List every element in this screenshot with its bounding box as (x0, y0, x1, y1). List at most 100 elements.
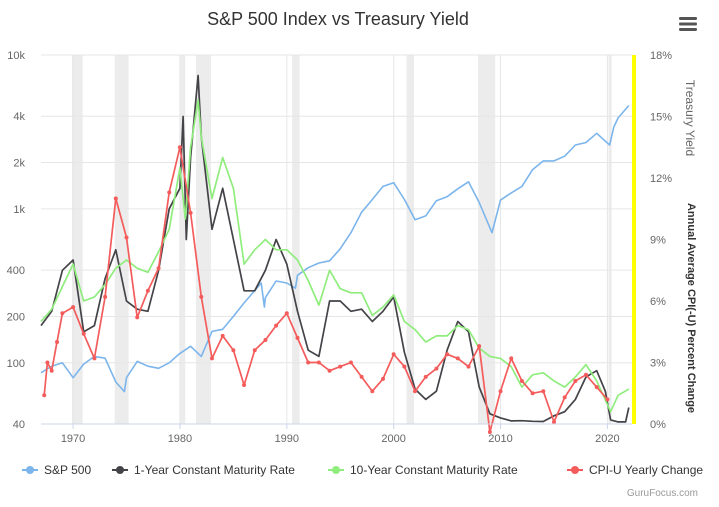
cpi-data-point (519, 378, 524, 383)
right-axis-title: Treasury Yield (683, 80, 697, 156)
legend: S&P 500 1-Year Constant Maturity Rate 10-Y… (22, 463, 703, 477)
cpi-data-point (541, 389, 546, 394)
recession-band (478, 55, 496, 424)
cpi-data-point (477, 344, 482, 349)
cpi-data-point (60, 311, 65, 316)
y-right-tick-label: 6% (650, 296, 666, 308)
recession-band (608, 55, 612, 424)
y-right-tick-label: 18% (650, 50, 672, 62)
cpi-data-point (252, 348, 257, 353)
cpi-data-point (391, 352, 396, 357)
1-year-constant-maturity-rate-line (40, 74, 630, 423)
cpi-data-point (55, 340, 60, 344)
cpi-data-point (413, 389, 418, 394)
legend-marker (26, 466, 34, 474)
menu-icon-bar (679, 17, 697, 20)
x-tick-label: 1970 (61, 433, 85, 445)
y-left-tick-label: 200 (7, 311, 25, 323)
cpi-data-point (573, 378, 578, 383)
cpi-u-yearly-change-line (43, 146, 609, 433)
cpi-data-point (338, 364, 343, 369)
y-right-tick-label: 12% (650, 173, 672, 185)
hamburger-menu-icon[interactable] (679, 17, 697, 31)
cpi-data-point (49, 368, 54, 373)
10-year-constant-maturity-rate-line (40, 99, 630, 413)
x-tick-label: 2010 (488, 433, 512, 445)
recession-band (292, 55, 300, 424)
legend-item-1-year-constant-maturity-rate: 1-Year Constant Maturity Rate (112, 463, 295, 477)
cpi-data-point (327, 368, 332, 373)
legend-marker (571, 466, 579, 474)
y-right-tick-label: 9% (650, 235, 666, 247)
cpi-data-point (605, 397, 610, 402)
recession-band (179, 55, 186, 424)
y-left-tick-label: 10k (7, 50, 25, 62)
cpi-data-point (231, 348, 236, 353)
cpi-data-point (71, 305, 76, 310)
legend-label: CPI-U Yearly Change (589, 463, 703, 477)
y-left-tick-label: 100 (7, 358, 25, 370)
cpi-data-point (530, 391, 535, 396)
recession-band (406, 55, 414, 424)
cpi-data-point (199, 294, 204, 299)
cpi-data-point (306, 360, 311, 365)
cpi-data-point (242, 383, 247, 388)
cpi-data-point (359, 374, 364, 379)
cpi-data-point (562, 395, 567, 400)
cpi-data-point (103, 294, 108, 299)
cpi-data-point (145, 288, 150, 293)
cpi-data-point (594, 385, 599, 390)
y-left-tick-label: 40 (13, 419, 25, 431)
cpi-data-point (177, 145, 182, 150)
cpi-axis-title: Annual Average CPI(-U) Percent Change (685, 203, 697, 413)
cpi-data-point (584, 372, 589, 377)
axes: 1970 1980 1990 2000 2010 2020 10k 4k 2k 1k 400 200 1… (7, 50, 673, 445)
cpi-data-point (348, 360, 353, 365)
legend-marker (332, 466, 340, 474)
y-left-tick-label: 4k (13, 111, 25, 123)
recession-band (71, 55, 83, 424)
legend-item-cpi-u-yearly-change: CPI-U Yearly Change (567, 463, 703, 477)
legend-item-10-year-constant-maturity-rate: 10-Year Constant Maturity Rate (328, 463, 518, 477)
cpi-data-point (209, 356, 214, 361)
cpi-data-point (370, 389, 375, 394)
cpi-data-point (445, 352, 450, 357)
s-p-500-line (40, 104, 630, 393)
cpi-data-point (316, 360, 321, 365)
cpi-data-point (551, 419, 556, 424)
recession-bands (71, 55, 612, 424)
chart-credit: GuruFocus.com (627, 488, 698, 499)
cpi-data-point (220, 333, 225, 338)
legend-label: 10-Year Constant Maturity Rate (350, 463, 518, 477)
cpi-data-point (135, 315, 140, 320)
cpi-data-point (509, 356, 514, 361)
chart-title: S&P 500 Index vs Treasury Yield (207, 9, 469, 29)
cpi-data-point (113, 196, 118, 201)
cpi-data-point (487, 430, 492, 434)
y-left-tick-label: 400 (7, 265, 25, 277)
x-tick-label: 1990 (275, 433, 299, 445)
cpi-data-point (402, 364, 407, 369)
recession-band (114, 55, 129, 424)
cpi-data-point (124, 235, 129, 240)
menu-icon-bar (679, 22, 697, 26)
y-right-tick-label: 3% (650, 358, 666, 370)
cpi-data-point (156, 266, 161, 271)
x-tick-label: 1980 (168, 433, 192, 445)
cpi-data-point (284, 311, 289, 316)
legend-item-s-p-500: S&P 500 (22, 463, 91, 477)
cpi-data-point (423, 374, 428, 379)
legend-label: 1-Year Constant Maturity Rate (134, 463, 295, 477)
y-right-tick-label: 0% (650, 419, 666, 431)
cpi-data-point (380, 376, 385, 381)
legend-marker (116, 466, 124, 474)
cpi-data-point (167, 190, 172, 195)
cpi-data-point (188, 210, 193, 215)
cpi-data-point (45, 360, 50, 365)
cpi-data-point (92, 356, 97, 361)
x-tick-label: 2000 (381, 433, 405, 445)
cpi-data-point (81, 331, 86, 336)
y-right-tick-label: 15% (650, 112, 672, 124)
cpi-axis-bar (632, 55, 636, 424)
